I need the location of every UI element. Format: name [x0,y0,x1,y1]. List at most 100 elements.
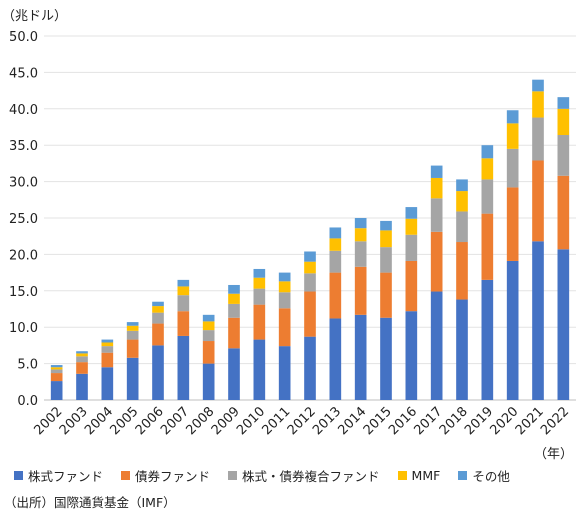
bar-segment [304,291,316,337]
bar-segment [152,312,164,324]
legend-swatch [458,471,468,480]
legend-entry: 株式ファンド [14,466,103,485]
legend: 株式ファンド 債券ファンド 株式・債券複合ファンド MMF その他 [14,466,510,485]
bar-segment [506,148,519,188]
bar-segment [50,381,63,400]
bar-segment [329,227,342,239]
bar-segment [278,346,291,400]
y-tick-label: 45.0 [9,66,38,81]
bar-segment [506,123,519,149]
bar-segment [506,110,519,124]
bar-segment [532,79,544,92]
legend-swatch [14,471,23,480]
y-tick-label: 40.0 [9,103,38,118]
bar-segment [177,279,190,287]
bar-segment [50,369,63,374]
y-axis-ticks: 0.0 5.0 10.0 15.0 20.0 25.0 30.0 35.0 40.0 45.0 50… [9,30,38,409]
legend-label: MMF [411,468,441,483]
bar-segment [557,135,570,176]
bar-segment [329,318,342,400]
x-tick-label: 2007 [158,404,192,438]
x-tick-label: 2013 [310,404,344,438]
bar-segment [76,356,88,363]
bar-segment [253,277,266,289]
y-tick-label: 25.0 [9,212,38,227]
bar-segment [152,323,164,346]
x-tick-label: 2003 [57,404,91,438]
bar-segment [481,145,494,159]
bar-segment [126,339,139,358]
source-note: （出所）国際通貨基金（IMF） [4,495,176,510]
bar-segment [253,268,266,278]
bar-segment [456,211,468,243]
bar-segment [405,311,418,400]
bar-segment [101,339,114,343]
legend-entry: その他 [458,466,510,485]
bar-segment [101,346,114,353]
bar-segment [304,251,316,262]
bar-segment [430,165,443,178]
x-tick-label: 2020 [487,404,521,438]
bar-segment [101,342,114,347]
bar-segment [76,362,88,374]
bar-segment [126,325,139,331]
bar-segment [152,306,164,313]
x-tick-label: 2018 [437,404,471,438]
bar-segment [405,207,418,219]
bar-segment [456,179,468,192]
bar-segment [354,266,367,315]
bar-segment [126,330,139,340]
bar-segment [152,345,164,400]
bar-segment [557,97,570,109]
bar-segment [481,158,494,180]
x-tick-label: 2011 [259,404,293,438]
bar-segment [354,314,367,400]
bar-segment [304,336,316,400]
legend-swatch [121,471,131,480]
bar-segment [50,367,63,370]
bar-segment [380,230,392,248]
bar-segment [329,238,342,251]
bar-segment [430,231,443,292]
bar-segment [481,213,494,280]
bar-segment [253,339,266,400]
x-tick-label: 2015 [361,404,395,438]
bar-segment [354,228,367,242]
bar-segment [430,198,443,232]
bar-segment [405,218,418,235]
bar-segment [456,242,468,300]
x-tick-label: 2012 [285,404,319,438]
bar-segment [202,330,215,342]
bar-segment [101,352,114,368]
y-tick-label: 30.0 [9,176,38,191]
bar-segment [228,284,240,294]
bar-segment [228,317,240,349]
bar-segment [557,249,570,400]
x-tick-label: 2016 [386,404,420,438]
bar-segment [126,322,139,326]
x-tick-label: 2022 [538,404,572,438]
y-tick-label: 15.0 [9,285,38,300]
bar-segment [456,191,468,212]
y-tick-label: 5.0 [17,358,38,373]
x-tick-label: 2019 [462,404,496,438]
x-tick-label: 2005 [107,404,141,438]
bar-segment [354,218,367,229]
x-tick-label: 2006 [133,404,167,438]
bar-segment [76,353,88,357]
legend-entry: MMF [397,468,441,483]
bar-segment [354,241,367,267]
bar-segment [481,279,494,400]
bar-segment [177,295,190,312]
bar-segment [557,108,570,136]
bar-segment [152,301,164,307]
x-tick-label: 2021 [513,404,547,438]
bar-segment [177,286,190,296]
bar-segment [228,303,240,318]
bar-segment [380,220,392,231]
y-tick-label: 50.0 [9,30,38,45]
bar-segment [202,341,215,364]
x-tick-label: 2009 [209,404,243,438]
bar-segment [126,357,139,400]
